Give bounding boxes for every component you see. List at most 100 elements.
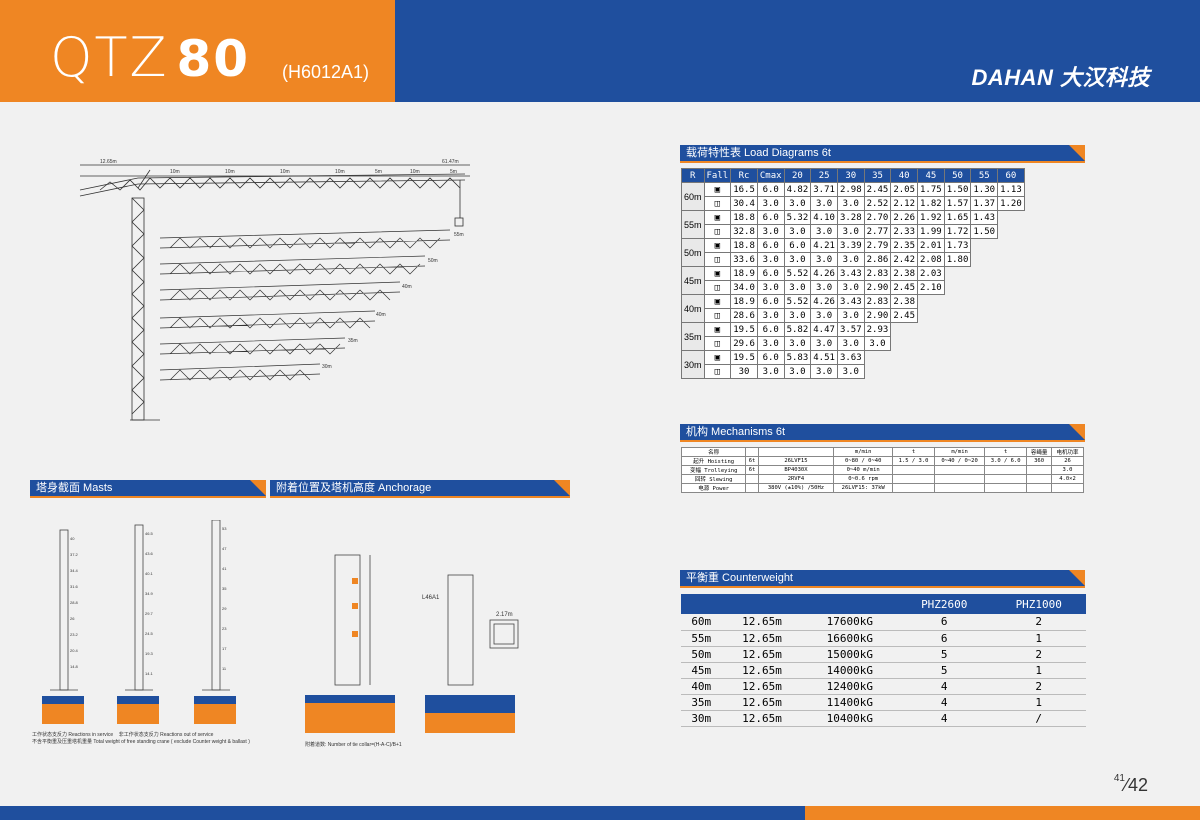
load-cell: 18.8 <box>730 210 758 225</box>
load-jib: 40m <box>681 294 705 323</box>
svg-text:35m: 35m <box>348 338 358 344</box>
load-cell: 3.0 <box>756 308 785 323</box>
load-cell: 30 <box>730 364 758 379</box>
svg-text:10m: 10m <box>225 169 235 175</box>
load-row: ◫ 32.8 3.0 3.0 3.0 3.0 2.77 2.33 1.99 1.72 1.50 <box>682 224 1025 239</box>
page-number: 41⁄42 <box>1113 773 1148 795</box>
load-cell: 16.5 <box>730 182 758 197</box>
load-row: 45m ▣ 18.9 6.0 5.52 4.26 3.43 2.83 2.38 2.03 <box>681 266 1025 295</box>
load-jib: 45m <box>681 266 705 295</box>
load-empty <box>944 365 971 379</box>
load-empty <box>891 351 918 365</box>
fall-icon: ▣ <box>703 266 732 281</box>
load-empty <box>944 295 971 309</box>
load-cell: 3.0 <box>836 280 865 295</box>
cw-cell: 4 <box>897 694 992 711</box>
svg-text:34.4: 34.4 <box>70 568 79 573</box>
load-cell: 2.45 <box>890 280 919 295</box>
fall-icon: ▣ <box>703 322 732 337</box>
load-cell: 3.0 <box>756 280 785 295</box>
load-cell: 3.0 <box>783 308 812 323</box>
load-cell: 1.65 <box>943 210 972 225</box>
load-empty <box>891 323 918 337</box>
svg-text:40m: 40m <box>402 284 412 290</box>
svg-text:14.1: 14.1 <box>145 671 154 676</box>
cw-cell: 17600kG <box>802 614 897 631</box>
mech-row: 名称 m/min t m/min t 容绳量 电机功率 <box>680 447 1084 457</box>
load-empty <box>998 351 1025 365</box>
load-table: R Fall Rc Cmax 20 25 30 35 40 45 50 55 60 60m ▣ 16.5 6… <box>681 168 1025 379</box>
load-cell: 2.26 <box>890 210 919 225</box>
cw-cell: 16600kG <box>802 630 897 647</box>
svg-text:34.9: 34.9 <box>145 591 154 596</box>
cw-cell: 40m <box>681 678 722 695</box>
load-cell: 1.72 <box>943 224 972 239</box>
load-cell: 1.75 <box>917 182 945 197</box>
load-cell: 3.0 <box>756 196 785 211</box>
load-cell: 6.0 <box>783 238 812 253</box>
cw-cell: 50m <box>681 646 722 663</box>
brand-logo: DAHAN 大汉科技 <box>971 65 1150 90</box>
footer-orange-band <box>805 806 1200 820</box>
load-cell: 2.35 <box>890 238 919 253</box>
load-cell: 2.01 <box>917 238 945 253</box>
load-cell: 3.0 <box>836 224 865 239</box>
mechanisms-underline <box>680 440 1085 442</box>
mech-cell <box>745 483 759 493</box>
load-cell: 19.5 <box>730 350 758 365</box>
cw-cell: 14000kG <box>802 662 897 679</box>
load-cell: 3.0 <box>783 280 812 295</box>
mech-cell: 26LVF15 <box>757 456 835 466</box>
load-cell: 2.77 <box>863 224 892 239</box>
mech-cell: 0~40 / 0~20 <box>933 456 986 466</box>
mech-cell: 26 <box>1051 456 1084 466</box>
svg-text:28.8: 28.8 <box>70 600 79 605</box>
svg-text:5m: 5m <box>375 169 382 175</box>
cw-cell: 12.65m <box>721 646 803 663</box>
load-empty <box>944 267 971 281</box>
svg-text:40: 40 <box>70 536 75 541</box>
cw-cell: 10400kG <box>802 710 897 727</box>
mech-cell <box>745 474 759 484</box>
svg-text:35: 35 <box>222 586 227 591</box>
load-cell: 18.9 <box>730 266 758 281</box>
load-cell: 4.10 <box>810 210 838 225</box>
load-cell: 4.47 <box>810 322 838 337</box>
cw-cell: 15000kG <box>802 646 897 663</box>
load-row: ◫ 28.6 3.0 3.0 3.0 3.0 2.90 2.45 <box>682 308 1025 323</box>
load-cell: 2.83 <box>863 266 892 281</box>
cw-cell: 2 <box>991 678 1086 695</box>
svg-text:37.2: 37.2 <box>70 552 79 557</box>
svg-text:24.5: 24.5 <box>145 631 154 636</box>
load-cell: 1.80 <box>943 252 972 267</box>
load-empty <box>971 253 998 267</box>
anchorage-diagram: L46A1 2.17m <box>305 554 519 733</box>
svg-text:55m: 55m <box>454 232 464 238</box>
load-cell: 5.52 <box>783 266 812 281</box>
load-cell: 18.8 <box>730 238 758 253</box>
svg-text:41: 41 <box>222 566 227 571</box>
svg-text:11: 11 <box>222 666 227 671</box>
mech-cell: 1.5 / 3.0 <box>892 456 935 466</box>
load-cell: 3.0 <box>836 308 865 323</box>
load-empty <box>998 211 1025 225</box>
load-empty <box>998 281 1025 295</box>
load-row: 35m ▣ 19.5 6.0 5.82 4.47 3.57 2.93 <box>681 322 1025 351</box>
load-cell: 19.5 <box>730 322 758 337</box>
load-cell: 1.13 <box>997 182 1025 197</box>
load-cell: 2.08 <box>917 252 945 267</box>
cw-cell: 2 <box>991 646 1086 663</box>
mech-cell: 3.0 <box>1051 465 1084 475</box>
load-cell: 3.0 <box>783 364 812 379</box>
fall-icon: ◫ <box>703 308 732 323</box>
svg-text:43.6: 43.6 <box>145 551 154 556</box>
load-empty <box>864 351 891 365</box>
load-cell: 2.42 <box>890 252 919 267</box>
mech-cell: 0~40 m/min <box>833 465 894 475</box>
load-cell: 3.43 <box>836 266 865 281</box>
load-empty <box>998 295 1025 309</box>
load-cell: 3.71 <box>810 182 838 197</box>
load-cell: 2.12 <box>890 196 919 211</box>
load-cell: 6.0 <box>756 294 785 309</box>
mech-cell: 4.0×2 <box>1051 474 1084 484</box>
